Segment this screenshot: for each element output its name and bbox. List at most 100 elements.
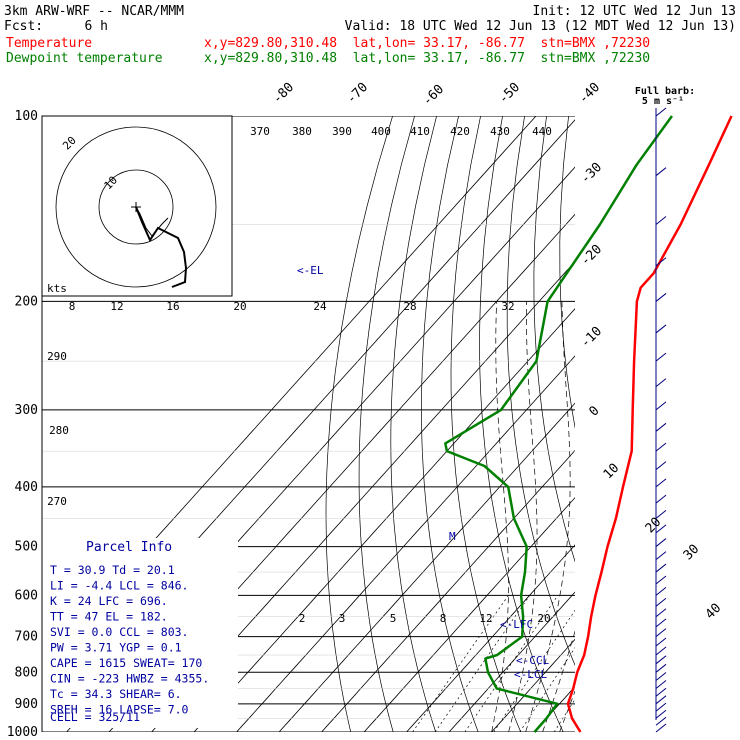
temperature-curve <box>566 115 733 733</box>
parcel-info-row: SVI = 0.0 CCL = 803. <box>50 625 188 639</box>
wind-barb <box>655 401 667 411</box>
dewpoint-curve <box>444 115 674 733</box>
hodo-trace-thin <box>135 206 169 237</box>
wind-barb <box>655 352 667 362</box>
hodo-kts-label: kts <box>47 282 67 295</box>
hodo-speed-label: 32 <box>501 300 514 313</box>
pressure-tick-label: 500 <box>15 540 38 555</box>
wind-barb <box>655 442 667 452</box>
mixing-ratio-label: 2 <box>299 612 306 625</box>
wind-barb <box>655 646 667 656</box>
moist-adiabat-line <box>542 629 575 732</box>
wind-barb <box>655 723 667 733</box>
hodograph <box>41 115 233 297</box>
theta-label: 270 <box>47 495 67 508</box>
wind-barb <box>655 494 667 504</box>
wind-barb <box>655 167 667 177</box>
model-title: 3km ARW-WRF -- NCAR/MMM <box>4 4 184 19</box>
hodo-ring <box>98 169 174 245</box>
sounding-curves <box>444 115 733 733</box>
forecast-label: Fcst: <box>4 19 43 34</box>
lcl-marker: <-LCL <box>514 668 547 681</box>
parcel-info-row: PW = 3.71 YGP = 0.1 <box>50 641 182 655</box>
barb-legend-line2: 5 m s⁻¹ <box>642 96 684 107</box>
wind-barb <box>655 628 667 637</box>
hodo-speed-label: 24 <box>313 300 327 313</box>
wind-barb <box>655 257 667 267</box>
hodo-speed-label: 16 <box>166 300 179 313</box>
wind-barb <box>655 672 667 681</box>
parcel-info-row: Tc = 34.3 SHEAR= 6. <box>50 687 182 701</box>
m-marker: M <box>449 530 456 543</box>
wind-barb <box>655 663 667 673</box>
dewpoint-location: x,y=829.80,310.48 lat,lon= 33.17, -86.77… <box>204 51 650 66</box>
wind-barb <box>655 324 667 334</box>
wind-barb <box>655 293 667 302</box>
hodo-speed-label: 20 <box>233 300 246 313</box>
wind-barb <box>655 461 667 470</box>
wind-barb <box>655 655 667 665</box>
wind-barb <box>655 107 667 117</box>
hodo-speed-label: 28 <box>403 300 416 313</box>
wind-barb <box>655 687 667 697</box>
theta-label: 380 <box>292 125 312 138</box>
pressure-tick-label: 100 <box>15 109 38 124</box>
wind-barb <box>655 538 667 547</box>
parcel-info-box: Parcel Info T = 30.9 Td = 20.1 LI = -4.4 … <box>42 538 238 728</box>
wind-barb <box>655 716 667 726</box>
parcel-info-row: CIN = -223 HWBZ = 4355. <box>50 672 209 686</box>
mixing-ratio-line <box>464 595 559 732</box>
theta-label: 390 <box>332 125 352 138</box>
wind-barb <box>655 709 667 719</box>
wind-barb <box>655 509 667 519</box>
wind-barb <box>655 608 667 618</box>
moist-adiabat-line <box>559 690 575 732</box>
wind-barb <box>655 597 667 607</box>
wind-barb <box>655 586 667 596</box>
theta-label: 280 <box>49 424 69 437</box>
pressure-tick-label: 400 <box>15 480 38 495</box>
temperature-location: x,y=829.80,310.48 lat,lon= 33.17, -86.77… <box>204 36 650 51</box>
theta-label: 370 <box>250 125 270 138</box>
hodo-frame <box>41 115 233 297</box>
mixing-ratio-label: 5 <box>390 612 397 625</box>
pressure-tick-label: 200 <box>15 294 38 309</box>
wind-barb <box>655 378 667 388</box>
wind-barb <box>655 551 667 561</box>
mixing-ratio-line <box>434 595 531 732</box>
wind-barb <box>655 618 667 628</box>
pressure-tick-label: 700 <box>15 630 38 645</box>
hodo-speed-label: 12 <box>110 300 123 313</box>
parcel-info-row: TT = 47 EL = 182. <box>50 610 168 624</box>
pressure-tick-label: 900 <box>15 697 38 712</box>
theta-label: 400 <box>371 125 391 138</box>
mixing-ratio-line <box>553 698 575 732</box>
temperature-legend-label: Temperature <box>6 36 92 51</box>
pressure-tick-label: 300 <box>15 403 38 418</box>
hodo-speed-label: 8 <box>69 300 76 313</box>
wind-barb <box>655 702 667 712</box>
theta-label: 440 <box>532 125 552 138</box>
mixing-ratio-label: 3 <box>339 612 346 625</box>
valid-time: Valid: 18 UTC Wed 12 Jun 13 (12 MDT Wed … <box>345 19 736 34</box>
theta-label: 290 <box>47 350 67 363</box>
theta-label: 420 <box>450 125 470 138</box>
parcel-info-row: K = 24 LFC = 696. <box>50 594 168 608</box>
theta-label: 430 <box>490 125 510 138</box>
parcel-cell: CELL = 325/11 <box>50 710 140 724</box>
parcel-info-row: CAPE = 1615 SWEAT= 170 <box>50 656 202 670</box>
el-marker: <-EL <box>297 264 324 277</box>
barb-legend-line1: Full barb: <box>635 86 695 97</box>
wind-barb <box>655 637 667 647</box>
wind-barb <box>655 524 667 534</box>
forecast-value: 6 h <box>85 19 108 34</box>
pressure-tick-label: 1000 <box>7 725 38 740</box>
theta-label: 410 <box>410 125 430 138</box>
wind-barb <box>655 575 667 585</box>
mixing-ratio-label: 12 <box>479 612 492 625</box>
parcel-info-row: LI = -4.4 LCL = 846. <box>50 579 188 593</box>
mixing-ratio-label: 20 <box>537 612 550 625</box>
wind-barb <box>655 680 667 689</box>
ccl-marker: <-CCL <box>516 654 549 667</box>
